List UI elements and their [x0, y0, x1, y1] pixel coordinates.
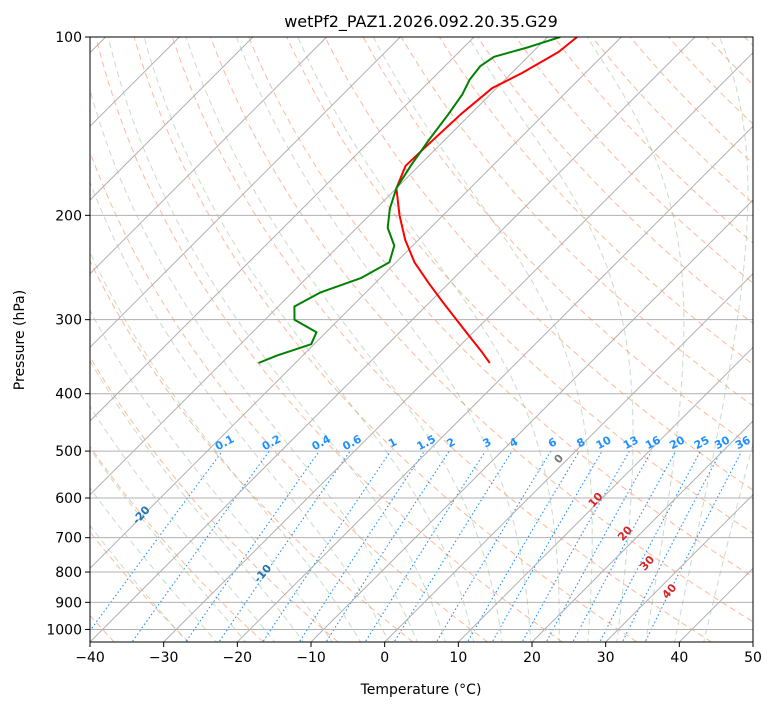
isotherm-gridline: [90, 37, 549, 496]
isotherm-gridline: [310, 199, 753, 642]
isotherm-gridline: [90, 37, 696, 642]
mixing-ratio-line: [521, 450, 630, 642]
dry-adiabat-line: [171, 37, 712, 642]
dry-adiabat-line: [210, 37, 753, 623]
y-axis-label: Pressure (hPa): [12, 290, 28, 390]
y-tick-label: 600: [55, 491, 82, 507]
mixing-ratio-line: [435, 450, 552, 642]
dry-adiabat-line: [248, 37, 753, 578]
plot-area: -100-90-80-70-60-50-40-30-20-100.10.20.4…: [90, 37, 753, 642]
x-tick-label: −10: [296, 650, 326, 666]
mixing-ratio-label: 10: [594, 433, 614, 452]
dry-adiabat-line: [400, 37, 753, 407]
temperature-profile-line: [395, 37, 578, 364]
y-tick-label: 1000: [46, 622, 82, 638]
isotherm-gridline: [605, 493, 753, 642]
isotherm-gridline: [457, 346, 753, 642]
mixing-ratio-line: [572, 450, 677, 642]
isotherm-grid: [90, 37, 753, 642]
mixing-ratio-line: [298, 450, 425, 642]
mixing-ratio-line: [393, 450, 513, 642]
chart-title: wetPf2_PAZ1.2026.092.20.35.G29: [284, 12, 558, 32]
isotherm-gridline: [90, 37, 475, 422]
y-tick-label: 400: [55, 387, 82, 403]
mixing-ratio-line: [644, 450, 743, 642]
moist-adiabat-line: [90, 251, 362, 642]
isotherm-gridline: [236, 125, 753, 642]
mixing-ratio-label: 16: [643, 433, 663, 452]
dry-adiabat-line: [591, 37, 753, 204]
isotherm-gridline: [531, 420, 753, 642]
dry-adiabat-line: [629, 37, 753, 165]
dewpoint-profile-line: [258, 37, 561, 364]
moist-adiabat-line: [90, 180, 390, 642]
plot-frame: [89, 36, 754, 643]
mixing-ratio-lines: [90, 450, 743, 642]
dry-adiabat-line: [90, 445, 264, 642]
dry-adiabats: [90, 37, 753, 642]
x-tick-label: 10: [449, 650, 467, 666]
isotherm-gridline: [384, 272, 753, 642]
sounding-series: [258, 37, 578, 364]
isobar-grid: [90, 37, 753, 630]
mixing-ratio-line: [185, 450, 320, 642]
mixing-ratio-label: 13: [621, 433, 641, 452]
y-tick-label: 100: [55, 30, 82, 46]
dry-adiabat-line: [95, 37, 563, 642]
dry-adiabat-line: [133, 37, 638, 642]
dry-adiabat-line: [324, 37, 753, 491]
x-tick-label: 20: [523, 650, 541, 666]
mixing-ratio-label: 36: [733, 433, 753, 452]
y-tick-label: 800: [55, 565, 82, 581]
axis-ticks: −40 −30 −20 −10 0 10 20 30 40 50 100 200 300 400 500 60…: [46, 30, 762, 666]
x-tick-label: −20: [223, 650, 253, 666]
mixing-ratio-label: 20: [667, 433, 687, 452]
x-tick-label: 0: [380, 650, 389, 666]
isotherm-gridline: [90, 37, 401, 349]
mixing-ratio-line: [466, 450, 580, 642]
mixing-ratio-line: [491, 450, 603, 642]
mixing-ratio-label: 25: [692, 433, 712, 452]
x-tick-label: 50: [744, 650, 762, 666]
x-tick-label: −30: [149, 650, 179, 666]
dry-adiabat-line: [90, 259, 414, 642]
x-tick-label: −40: [75, 650, 105, 666]
isotherm-gridline: [90, 37, 328, 275]
y-tick-label: 200: [55, 208, 82, 224]
x-tick-label: 30: [597, 650, 615, 666]
isotherm-gridline: [90, 37, 622, 570]
mixing-ratio-line: [599, 450, 701, 642]
y-tick-label: 500: [55, 444, 82, 460]
isotherm-gridline: [163, 51, 753, 642]
y-tick-label: 700: [55, 531, 82, 547]
mixing-ratio-line: [621, 450, 722, 642]
x-axis-label: Temperature (°C): [360, 682, 482, 698]
dry-adiabat-line: [477, 37, 753, 325]
plot-background: [90, 37, 753, 642]
x-tick-label: 40: [670, 650, 688, 666]
y-tick-label: 300: [55, 313, 82, 329]
mixing-ratio-label: 30: [712, 433, 732, 452]
dry-adiabat-line: [515, 37, 753, 284]
isotherm-gridline: [90, 37, 254, 201]
mixing-ratio-line: [218, 450, 351, 642]
y-tick-label: 900: [55, 595, 82, 611]
